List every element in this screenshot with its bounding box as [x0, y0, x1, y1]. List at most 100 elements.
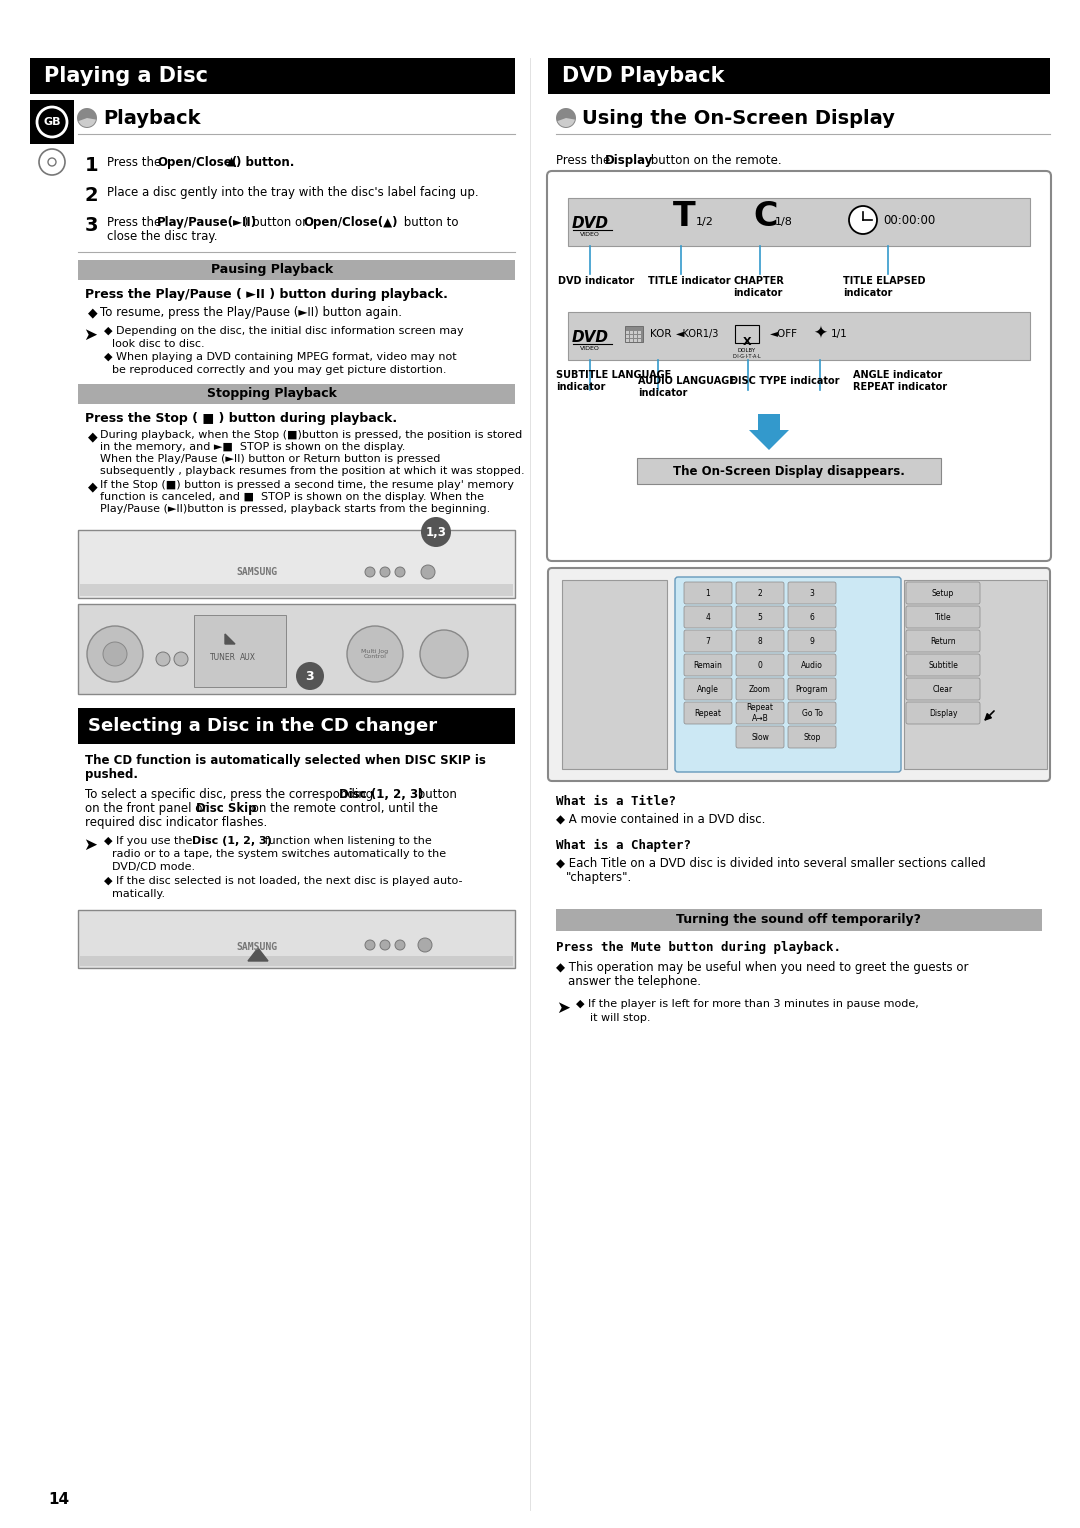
- Text: 1: 1: [85, 156, 98, 176]
- FancyBboxPatch shape: [568, 199, 1030, 246]
- Text: Stop: Stop: [804, 732, 821, 741]
- Text: Repeat
A→B: Repeat A→B: [746, 703, 773, 723]
- Text: TITLE indicator: TITLE indicator: [648, 277, 731, 286]
- Text: DVD: DVD: [571, 330, 608, 345]
- Text: Angle: Angle: [697, 685, 719, 694]
- Text: ) button.: ) button.: [237, 156, 295, 170]
- Text: 0: 0: [757, 660, 762, 669]
- Text: TITLE ELAPSED: TITLE ELAPSED: [843, 277, 926, 286]
- Text: Return: Return: [930, 637, 956, 645]
- FancyBboxPatch shape: [906, 582, 980, 604]
- Text: 1,3: 1,3: [426, 526, 446, 538]
- FancyBboxPatch shape: [548, 58, 1050, 95]
- Text: 00:00:00: 00:00:00: [883, 214, 935, 226]
- FancyBboxPatch shape: [78, 707, 515, 744]
- Text: VIDEO: VIDEO: [580, 345, 599, 350]
- Text: Display: Display: [929, 709, 957, 718]
- FancyBboxPatch shape: [638, 339, 642, 342]
- Text: The CD function is automatically selected when DISC SKIP is: The CD function is automatically selecte…: [85, 753, 486, 767]
- Text: subsequently , playback resumes from the position at which it was stopped.: subsequently , playback resumes from the…: [100, 466, 525, 477]
- FancyBboxPatch shape: [562, 581, 667, 769]
- Circle shape: [395, 567, 405, 578]
- Text: Using the On-Screen Display: Using the On-Screen Display: [582, 108, 895, 127]
- Text: GB: GB: [43, 118, 60, 127]
- FancyBboxPatch shape: [630, 339, 633, 342]
- FancyBboxPatch shape: [684, 630, 732, 652]
- FancyBboxPatch shape: [735, 654, 784, 675]
- Text: ◆ Depending on the disc, the initial disc information screen may: ◆ Depending on the disc, the initial dis…: [104, 325, 463, 336]
- Text: Slow: Slow: [751, 732, 769, 741]
- Text: indicator: indicator: [843, 287, 892, 298]
- FancyBboxPatch shape: [735, 630, 784, 652]
- Circle shape: [421, 565, 435, 579]
- Text: REPEAT indicator: REPEAT indicator: [853, 382, 947, 393]
- Text: Playing a Disc: Playing a Disc: [44, 66, 208, 86]
- Text: D·I·G·I·T·A·L: D·I·G·I·T·A·L: [732, 353, 761, 359]
- FancyBboxPatch shape: [634, 335, 637, 338]
- FancyBboxPatch shape: [637, 458, 941, 484]
- Text: Program: Program: [796, 685, 828, 694]
- FancyBboxPatch shape: [684, 607, 732, 628]
- Text: Audio: Audio: [801, 660, 823, 669]
- FancyBboxPatch shape: [80, 584, 513, 596]
- Text: Pausing Playback: Pausing Playback: [211, 263, 333, 277]
- Text: What is a Chapter?: What is a Chapter?: [556, 839, 691, 853]
- Circle shape: [347, 626, 403, 681]
- Text: 1: 1: [705, 588, 711, 597]
- Text: Press the: Press the: [107, 215, 165, 229]
- FancyBboxPatch shape: [634, 332, 637, 335]
- Text: DVD indicator: DVD indicator: [558, 277, 634, 286]
- Text: Playback: Playback: [103, 108, 201, 127]
- Text: Play/Pause (►II)button is pressed, playback starts from the beginning.: Play/Pause (►II)button is pressed, playb…: [100, 504, 490, 513]
- Circle shape: [395, 940, 405, 950]
- FancyBboxPatch shape: [626, 332, 629, 335]
- Text: C: C: [753, 200, 778, 232]
- Circle shape: [365, 567, 375, 578]
- FancyBboxPatch shape: [675, 578, 901, 772]
- Text: DOLBY: DOLBY: [738, 347, 756, 353]
- Wedge shape: [557, 118, 575, 127]
- Polygon shape: [225, 634, 235, 643]
- Text: 7: 7: [705, 637, 711, 645]
- Text: ✦: ✦: [813, 325, 827, 342]
- Text: Play/Pause(►II): Play/Pause(►II): [157, 215, 257, 229]
- FancyBboxPatch shape: [684, 582, 732, 604]
- Text: ◆ If you use the: ◆ If you use the: [104, 836, 195, 847]
- Text: ANGLE indicator: ANGLE indicator: [853, 370, 942, 380]
- Text: To select a specific disc, press the corresponding: To select a specific disc, press the cor…: [85, 788, 377, 801]
- Circle shape: [421, 516, 451, 547]
- Text: Go To: Go To: [801, 709, 823, 718]
- Text: ◆ This operation may be useful when you need to greet the guests or: ◆ This operation may be useful when you …: [556, 961, 969, 973]
- Text: Open/Close(▲): Open/Close(▲): [303, 215, 397, 229]
- Text: SAMSUNG: SAMSUNG: [237, 567, 278, 578]
- FancyBboxPatch shape: [788, 607, 836, 628]
- Text: Press the: Press the: [107, 156, 165, 170]
- Text: Subtitle: Subtitle: [928, 660, 958, 669]
- Text: Disc Skip: Disc Skip: [195, 802, 257, 814]
- FancyBboxPatch shape: [78, 604, 515, 694]
- Text: 6: 6: [810, 613, 814, 622]
- FancyBboxPatch shape: [626, 339, 629, 342]
- Circle shape: [156, 652, 170, 666]
- Text: X: X: [743, 338, 752, 347]
- FancyBboxPatch shape: [630, 335, 633, 338]
- Text: ◄OFF: ◄OFF: [770, 329, 798, 339]
- Text: DISC TYPE indicator: DISC TYPE indicator: [730, 376, 839, 387]
- Text: ◆ If the player is left for more than 3 minutes in pause mode,: ◆ If the player is left for more than 3 …: [576, 999, 919, 1008]
- Text: SAMSUNG: SAMSUNG: [237, 941, 278, 952]
- Text: ◆ Each Title on a DVD disc is divided into several smaller sections called: ◆ Each Title on a DVD disc is divided in…: [556, 857, 986, 869]
- Text: close the disc tray.: close the disc tray.: [107, 231, 217, 243]
- FancyBboxPatch shape: [906, 630, 980, 652]
- Text: Clear: Clear: [933, 685, 953, 694]
- Text: Disc (1, 2, 3): Disc (1, 2, 3): [192, 836, 272, 847]
- FancyBboxPatch shape: [788, 654, 836, 675]
- Text: DVD: DVD: [571, 217, 608, 232]
- Text: ➤: ➤: [556, 999, 570, 1018]
- FancyBboxPatch shape: [638, 335, 642, 338]
- Circle shape: [87, 626, 143, 681]
- FancyBboxPatch shape: [638, 332, 642, 335]
- FancyBboxPatch shape: [788, 726, 836, 749]
- Text: button on the remote.: button on the remote.: [647, 154, 782, 167]
- Text: Repeat: Repeat: [694, 709, 721, 718]
- FancyBboxPatch shape: [684, 678, 732, 700]
